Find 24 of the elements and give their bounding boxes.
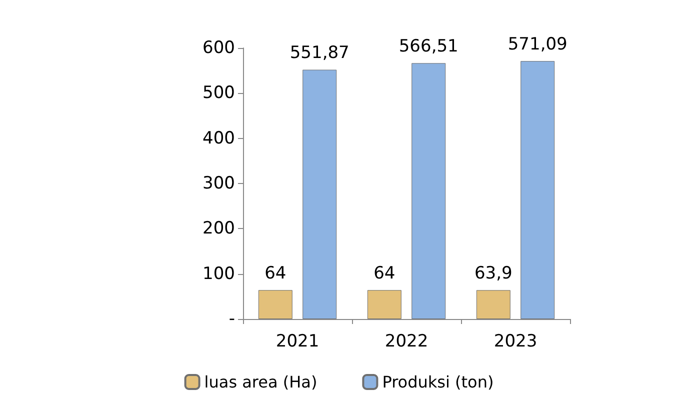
x-tick-label: 2022 [384,332,428,352]
data-label: 551,87 [290,43,350,64]
bar [302,70,337,319]
x-tick-label: 2023 [494,332,538,352]
data-label: 64 [374,264,396,284]
y-tick-label: 100 [202,264,235,284]
data-label: 64 [264,264,286,284]
y-tick-label: 500 [202,83,235,104]
y-tick-label: 600 [202,38,235,58]
x-tick-label: 2021 [276,332,320,352]
legend-label: Produksi (ton) [382,372,494,392]
y-tick-label: 400 [202,128,235,148]
bar [476,290,510,319]
bar [520,61,555,319]
data-label: 63,9 [474,264,512,284]
bar [367,290,402,319]
data-label: 566,51 [398,36,458,57]
y-tick-label: 300 [202,174,235,194]
bar [258,290,292,319]
y-tick-label: 200 [202,218,235,239]
y-tick-label: - [228,309,235,329]
legend-label: luas area (Ha) [204,372,318,392]
data-label: 571,09 [508,34,568,55]
bar [412,63,446,319]
